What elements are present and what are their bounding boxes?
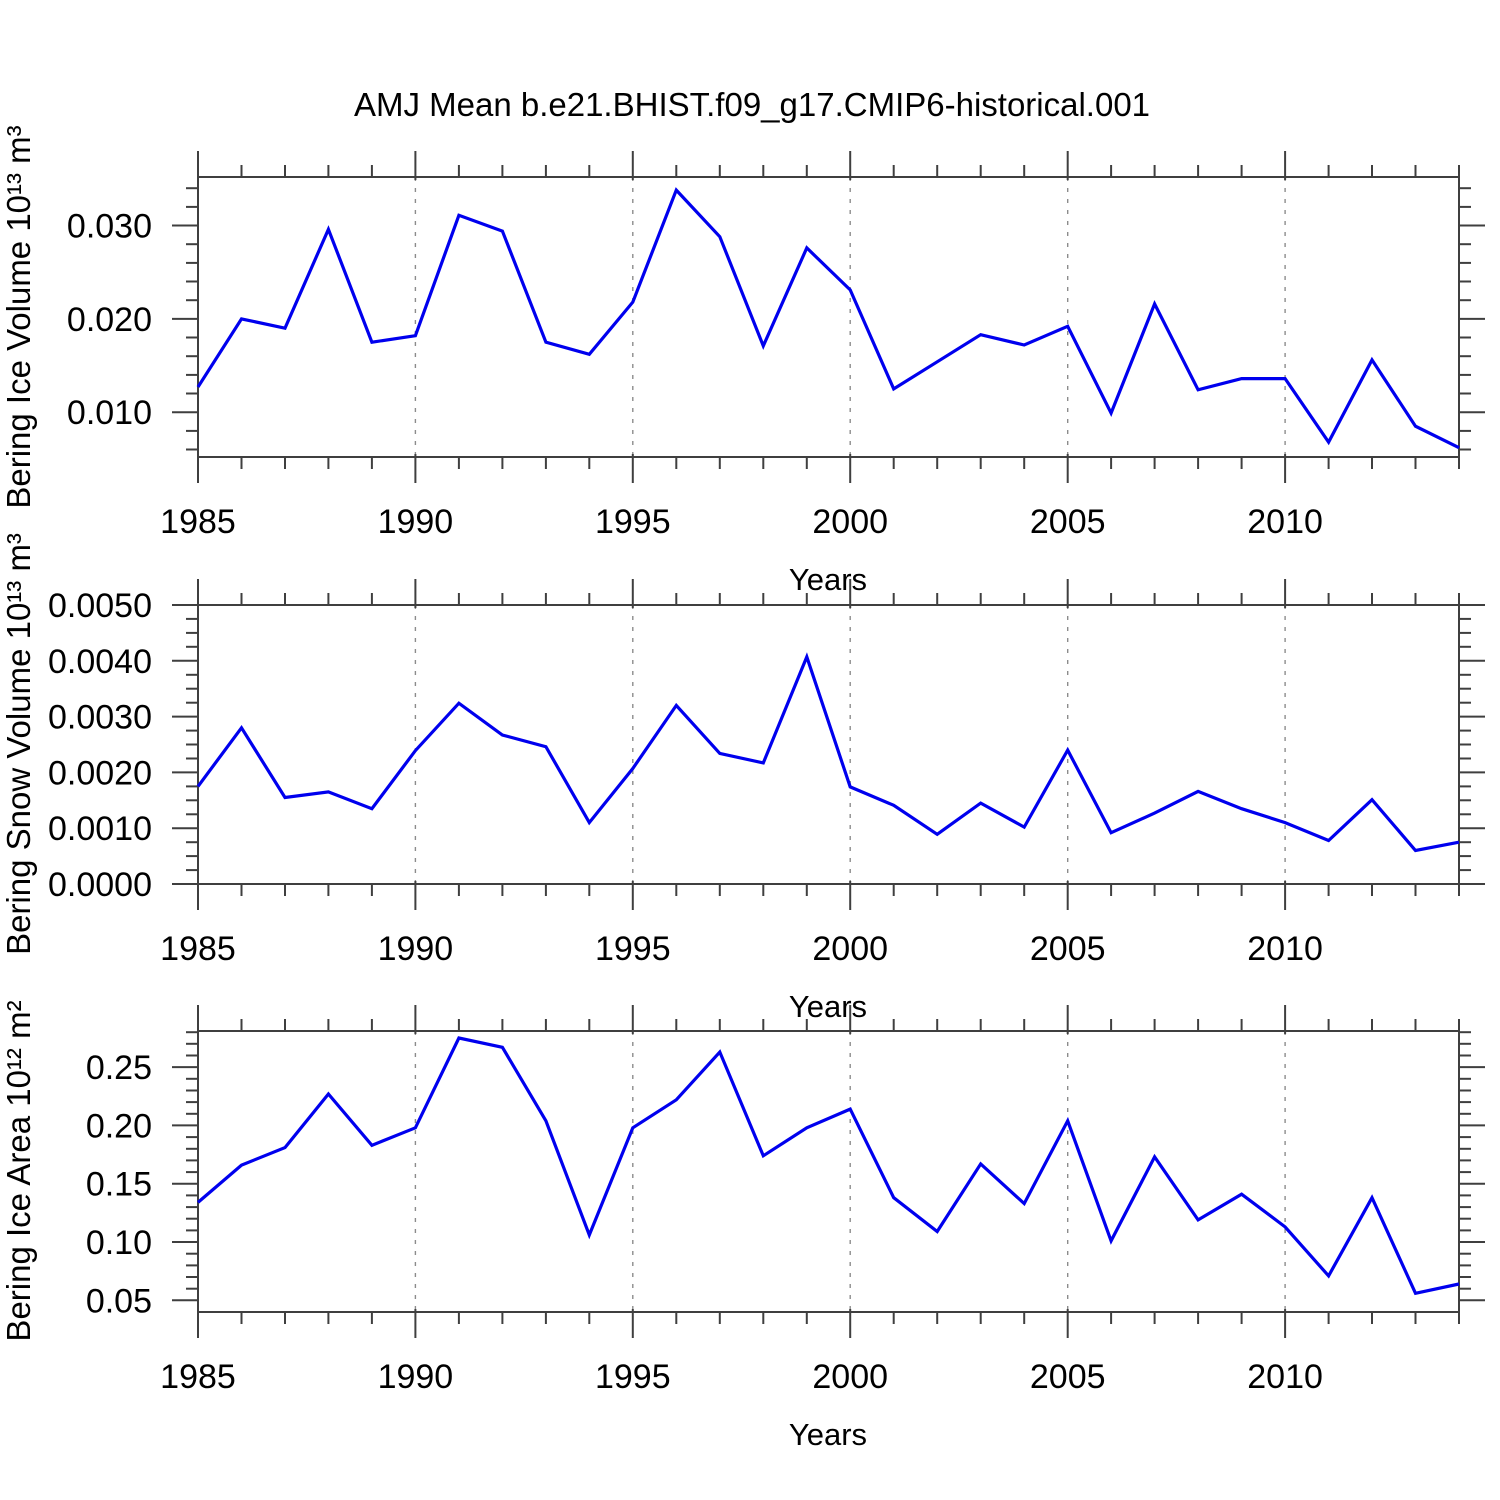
x-tick-label: 2005 [1030, 503, 1106, 541]
x-tick-label: 2005 [1030, 1358, 1106, 1396]
y-tick-label: 0.0000 [48, 866, 152, 904]
x-tick-label: 1995 [595, 1358, 671, 1396]
y-tick-label: 0.0030 [48, 699, 152, 737]
x-axis-label: Years [789, 562, 867, 597]
x-axis-label: Years [789, 1417, 867, 1452]
panel-bering-ice-volume: 1985 1990 1995 2000 2005 20100.0100.0200.030 … [0, 125, 1485, 597]
y-tick-label: 0.0040 [48, 643, 152, 681]
x-tick-label: 1985 [160, 503, 236, 541]
y-axis-label: Bering Ice Volume 10¹³ m³ [0, 125, 37, 508]
x-tick-label: 1990 [378, 1358, 454, 1396]
x-tick-label: 2010 [1247, 503, 1323, 541]
x-tick-label: 2000 [812, 503, 888, 541]
panel-bering-snow-volume: 1985 1990 1995 2000 2005 2010 0.0000 0.0010 0.00… [0, 533, 1485, 1024]
plot-area: 1985 1990 1995 2000 2005 2010 0.0000 0.0010 0.00… [48, 579, 1485, 968]
y-tick-label: 0.10 [86, 1224, 152, 1262]
data-line [196, 652, 1460, 853]
y-axis-label: Bering Snow Volume 10¹³ m³ [0, 533, 37, 955]
plot-area: 1985 1990 1995 2000 2005 2010 0.05 0.10 0.15 0.20… [86, 1005, 1485, 1396]
x-axis-label: Years [789, 989, 867, 1024]
plot-frame [197, 1030, 1460, 1313]
x-tick-label: 2010 [1247, 930, 1323, 968]
y-tick-label: 0.030 [67, 208, 152, 246]
y-tick-label: 0.15 [86, 1166, 152, 1204]
y-axis-label: Bering Ice Area 10¹² m² [0, 1000, 37, 1341]
y-tick-label: 0.0050 [48, 587, 152, 625]
panel-bering-ice-area: 1985 1990 1995 2000 2005 2010 0.05 0.10 0.15 0.20… [0, 1000, 1485, 1452]
y-tick-label: 0.20 [86, 1107, 152, 1145]
plot-area: 1985 1990 1995 2000 2005 2010 0.010 0.020 0.030 [67, 151, 1485, 541]
y-tick-label: 0.25 [86, 1049, 152, 1087]
x-tick-label: 2000 [812, 930, 888, 968]
data-line [196, 187, 1460, 450]
plot-frame [197, 176, 1460, 458]
x-tick-label: 2010 [1247, 1358, 1323, 1396]
x-tick-label: 1985 [160, 1358, 236, 1396]
x-tick-label: 1995 [595, 930, 671, 968]
y-tick-label: 0.010 [67, 394, 152, 432]
y-tick-label: 0.020 [67, 301, 152, 339]
x-tick-label: 1990 [378, 503, 454, 541]
y-tick-label: 0.0010 [48, 810, 152, 848]
plot-frame [197, 604, 1460, 885]
y-tick-label: 0.05 [86, 1282, 152, 1320]
x-tick-label: 1990 [378, 930, 454, 968]
y-tick-label: 0.0020 [48, 754, 152, 792]
x-tick-label: 2000 [812, 1358, 888, 1396]
x-tick-label: 1995 [595, 503, 671, 541]
chart-title: AMJ Mean b.e21.BHIST.f09_g17.CMIP6-histo… [354, 86, 1150, 123]
x-tick-label: 1985 [160, 930, 236, 968]
data-line [196, 1036, 1460, 1296]
x-tick-label: 2005 [1030, 930, 1106, 968]
